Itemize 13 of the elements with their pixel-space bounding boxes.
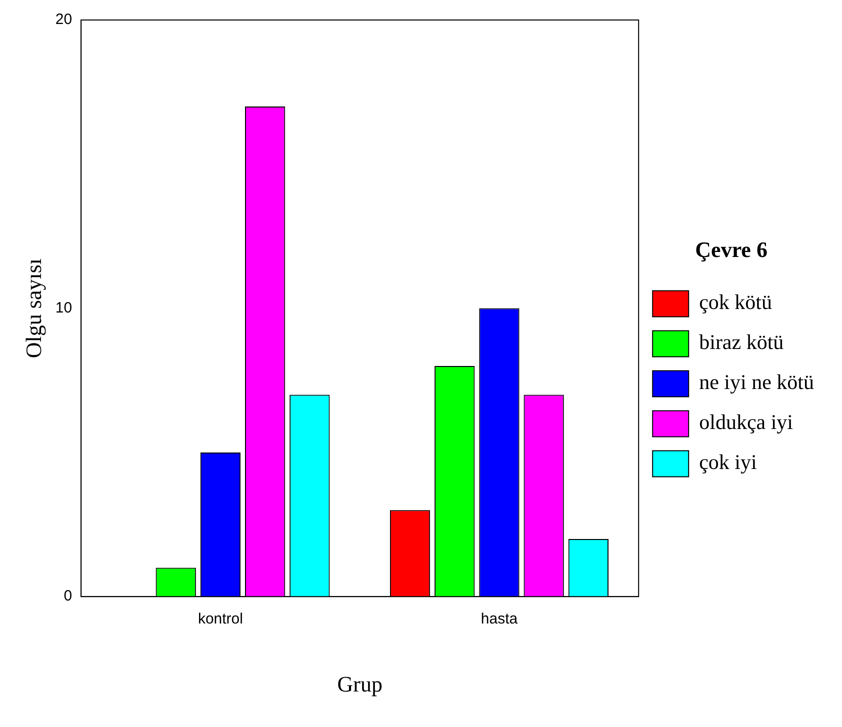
x-tick-label: hasta: [480, 610, 518, 628]
x-axis-title: Grup: [337, 672, 382, 697]
legend-label: çok kötü: [699, 290, 773, 314]
x-tick-label: kontrol: [198, 610, 243, 628]
y-tick-label: 10: [55, 299, 72, 316]
y-tick-label: 0: [64, 588, 72, 605]
legend-label: çok iyi: [699, 450, 758, 474]
y-axis-title: Olgu sayısı: [20, 258, 46, 358]
legend-label: ne iyi ne kötü: [699, 370, 814, 394]
y-tick-label: 20: [55, 11, 72, 28]
legend-label: oldukça iyi: [699, 410, 794, 434]
legend-title: Çevre 6: [695, 236, 768, 262]
legend-label: biraz kötü: [699, 330, 784, 354]
